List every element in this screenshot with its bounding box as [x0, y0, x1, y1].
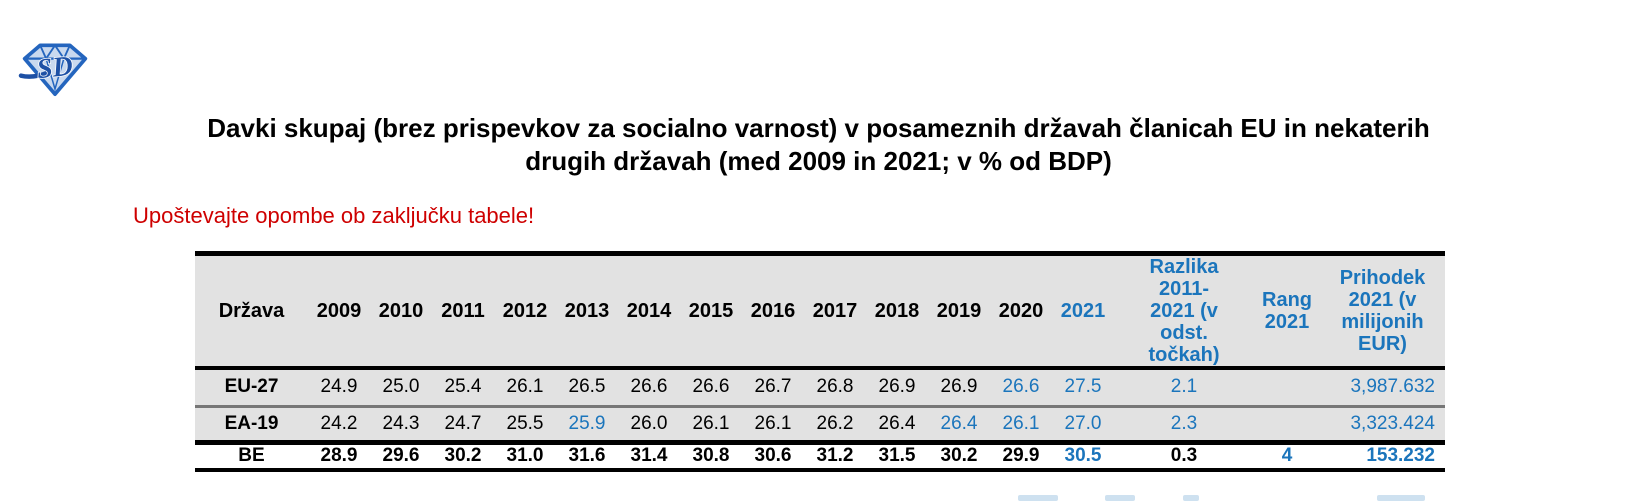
cell-eu-27-2018: 26.9 [866, 368, 928, 408]
cell-country-code: EA-19 [195, 406, 308, 445]
cell-be-2011: 30.2 [432, 442, 494, 472]
cell-be-2015: 30.8 [680, 442, 742, 472]
logo-letters: SD [35, 51, 74, 86]
cell-ea-19-2013: 25.9 [556, 406, 618, 445]
column-header-country: Država [195, 253, 308, 370]
cell-eu-27-2015: 26.6 [680, 368, 742, 408]
column-header-2010: 2010 [370, 253, 432, 370]
cell-be-2016: 30.6 [742, 442, 804, 472]
column-header-2012: 2012 [494, 253, 556, 370]
cell-rank-2021 [1254, 368, 1320, 408]
partial-next-row-smudge [1183, 495, 1199, 501]
column-header-2020: 2020 [990, 253, 1052, 370]
partial-next-row [195, 493, 1445, 503]
partial-next-row-smudge [1105, 495, 1135, 501]
column-header-2017: 2017 [804, 253, 866, 370]
column-header-2014: 2014 [618, 253, 680, 370]
footnote-warning: Upoštevajte opombe ob zaključku tabele! [133, 203, 535, 228]
cell-ea-19-2019: 26.4 [928, 406, 990, 445]
cell-diff-2011-2021: 2.3 [1114, 406, 1254, 445]
column-header-2016: 2016 [742, 253, 804, 370]
sd-gem-logo: SD [18, 43, 88, 97]
cell-be-2017: 31.2 [804, 442, 866, 472]
cell-eu-27-2020: 26.6 [990, 368, 1052, 408]
cell-revenue-2021: 3,987.632 [1320, 368, 1445, 408]
cell-be-2010: 29.6 [370, 442, 432, 472]
cell-eu-27-2009: 24.9 [308, 368, 370, 408]
page-title: Davki skupaj (brez prispevkov za socialn… [207, 113, 1430, 176]
cell-be-2019: 30.2 [928, 442, 990, 472]
cell-eu-27-2019: 26.9 [928, 368, 990, 408]
partial-next-row-smudge [1377, 495, 1425, 501]
column-header-2021: 2021 [1052, 253, 1114, 370]
cell-diff-2011-2021: 2.1 [1114, 368, 1254, 408]
column-header-2009: 2009 [308, 253, 370, 370]
column-header-2013: 2013 [556, 253, 618, 370]
column-header-razlika-2011-2021: Razlika 2011- 2021 (v odst. točkah) [1114, 253, 1254, 370]
cell-be-2013: 31.6 [556, 442, 618, 472]
cell-ea-19-2020: 26.1 [990, 406, 1052, 445]
cell-rank-2021 [1254, 406, 1320, 445]
cell-be-2021: 30.5 [1052, 442, 1114, 472]
column-header-prihodek-2021: Prihodek 2021 (v milijonih EUR) [1320, 253, 1445, 370]
cell-eu-27-2013: 26.5 [556, 368, 618, 408]
cell-eu-27-2012: 26.1 [494, 368, 556, 408]
cell-revenue-2021: 153.232 [1320, 442, 1445, 472]
table-row-eu-27: EU-27 24.9 25.0 25.4 26.1 26.5 26.6 26.6 26.7 26.… [195, 368, 1445, 408]
cell-eu-27-2010: 25.0 [370, 368, 432, 408]
cell-ea-19-2010: 24.3 [370, 406, 432, 445]
cell-revenue-2021: 3,323.424 [1320, 406, 1445, 445]
cell-eu-27-2021: 27.5 [1052, 368, 1114, 408]
cell-ea-19-2021: 27.0 [1052, 406, 1114, 445]
cell-ea-19-2009: 24.2 [308, 406, 370, 445]
column-header-2011: 2011 [432, 253, 494, 370]
column-header-2015: 2015 [680, 253, 742, 370]
cell-be-2009: 28.9 [308, 442, 370, 472]
cell-be-2018: 31.5 [866, 442, 928, 472]
cell-eu-27-2016: 26.7 [742, 368, 804, 408]
cell-diff-2011-2021: 0.3 [1114, 442, 1254, 472]
column-header-rang-2021: Rang 2021 [1254, 253, 1320, 370]
cell-eu-27-2011: 25.4 [432, 368, 494, 408]
cell-be-2014: 31.4 [618, 442, 680, 472]
cell-be-2012: 31.0 [494, 442, 556, 472]
cell-eu-27-2017: 26.8 [804, 368, 866, 408]
cell-be-2020: 29.9 [990, 442, 1052, 472]
table-row-ea-19: EA-19 24.2 24.3 24.7 25.5 25.9 26.0 26.1 26.1 26.… [195, 406, 1445, 445]
cell-eu-27-2014: 26.6 [618, 368, 680, 408]
column-header-2019: 2019 [928, 253, 990, 370]
cell-ea-19-2015: 26.1 [680, 406, 742, 445]
cell-ea-19-2011: 24.7 [432, 406, 494, 445]
cell-rank-2021: 4 [1254, 442, 1320, 472]
cell-ea-19-2012: 25.5 [494, 406, 556, 445]
table-header-row: Država 2009 2010 2011 2012 2013 2014 2015 2016 2… [195, 253, 1445, 370]
cell-ea-19-2014: 26.0 [618, 406, 680, 445]
tax-table: Država 2009 2010 2011 2012 2013 2014 2015 2016 2… [195, 251, 1445, 472]
table-row-be: BE 28.9 29.6 30.2 31.0 31.6 31.4 30.8 30.6 31.2 31… [195, 442, 1445, 472]
cell-ea-19-2018: 26.4 [866, 406, 928, 445]
partial-next-row-smudge [1018, 495, 1058, 501]
cell-country-code: EU-27 [195, 368, 308, 408]
cell-country-code: BE [195, 442, 308, 472]
cell-ea-19-2016: 26.1 [742, 406, 804, 445]
cell-ea-19-2017: 26.2 [804, 406, 866, 445]
column-header-2018: 2018 [866, 253, 928, 370]
